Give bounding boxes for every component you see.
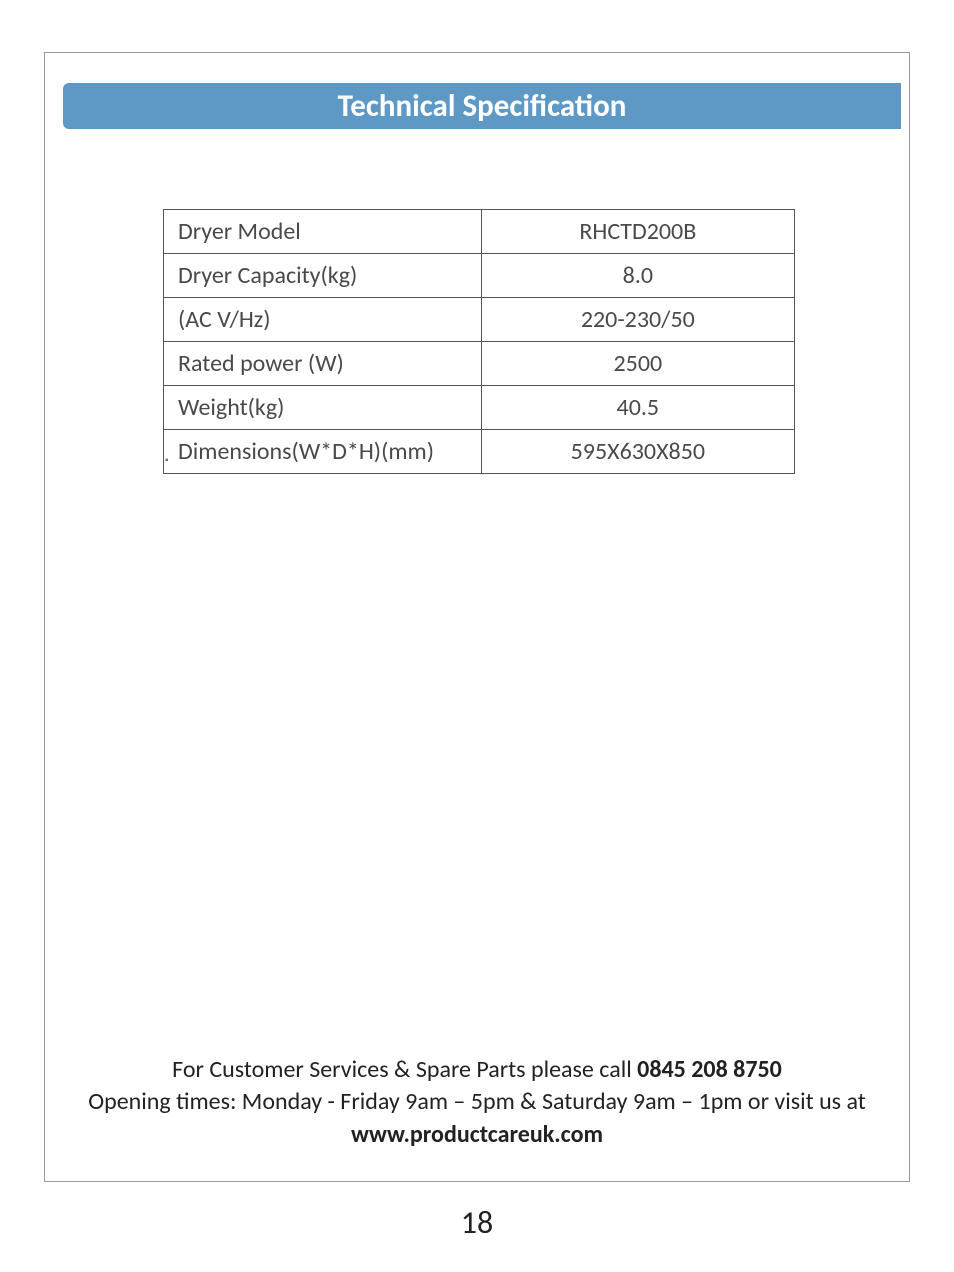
table-row: Rated power (W) 2500 bbox=[164, 342, 795, 386]
spec-label: Weight(kg) bbox=[164, 386, 482, 430]
spec-value: 8.0 bbox=[481, 254, 794, 298]
footer-phone: 0845 208 8750 bbox=[637, 1055, 782, 1084]
stray-mark: ▪ bbox=[165, 453, 169, 466]
table-row: Dryer Model RHCTD200B bbox=[164, 210, 795, 254]
footer-text: For Customer Services & Spare Parts plea… bbox=[75, 1054, 879, 1151]
page-frame: Technical Specification Dryer Model RHCT… bbox=[44, 52, 910, 1182]
spec-value: 40.5 bbox=[481, 386, 794, 430]
header-title: Technical Specification bbox=[338, 87, 627, 125]
spec-value: RHCTD200B bbox=[481, 210, 794, 254]
spec-value: 595X630X850 bbox=[481, 430, 794, 474]
spec-label: Dimensions(W*D*H)(mm) bbox=[164, 430, 482, 474]
spec-label: Rated power (W) bbox=[164, 342, 482, 386]
spec-label: (AC V/Hz) bbox=[164, 298, 482, 342]
table-row: Weight(kg) 40.5 bbox=[164, 386, 795, 430]
spec-value: 2500 bbox=[481, 342, 794, 386]
table-row: Dryer Capacity(kg) 8.0 bbox=[164, 254, 795, 298]
header-bar: Technical Specification bbox=[63, 83, 901, 129]
table-row: (AC V/Hz) 220-230/50 bbox=[164, 298, 795, 342]
spec-value: 220-230/50 bbox=[481, 298, 794, 342]
spec-table: Dryer Model RHCTD200B Dryer Capacity(kg)… bbox=[163, 209, 795, 474]
footer-line1-pre: For Customer Services & Spare Parts plea… bbox=[172, 1055, 637, 1084]
table-row: Dimensions(W*D*H)(mm) 595X630X850 bbox=[164, 430, 795, 474]
page-number: 18 bbox=[0, 1203, 954, 1242]
spec-label: Dryer Model bbox=[164, 210, 482, 254]
spec-label: Dryer Capacity(kg) bbox=[164, 254, 482, 298]
footer-line2-pre: Opening times: Monday - Friday 9am – 5pm… bbox=[88, 1087, 866, 1116]
footer-website: www.productcareuk.com bbox=[351, 1120, 603, 1149]
